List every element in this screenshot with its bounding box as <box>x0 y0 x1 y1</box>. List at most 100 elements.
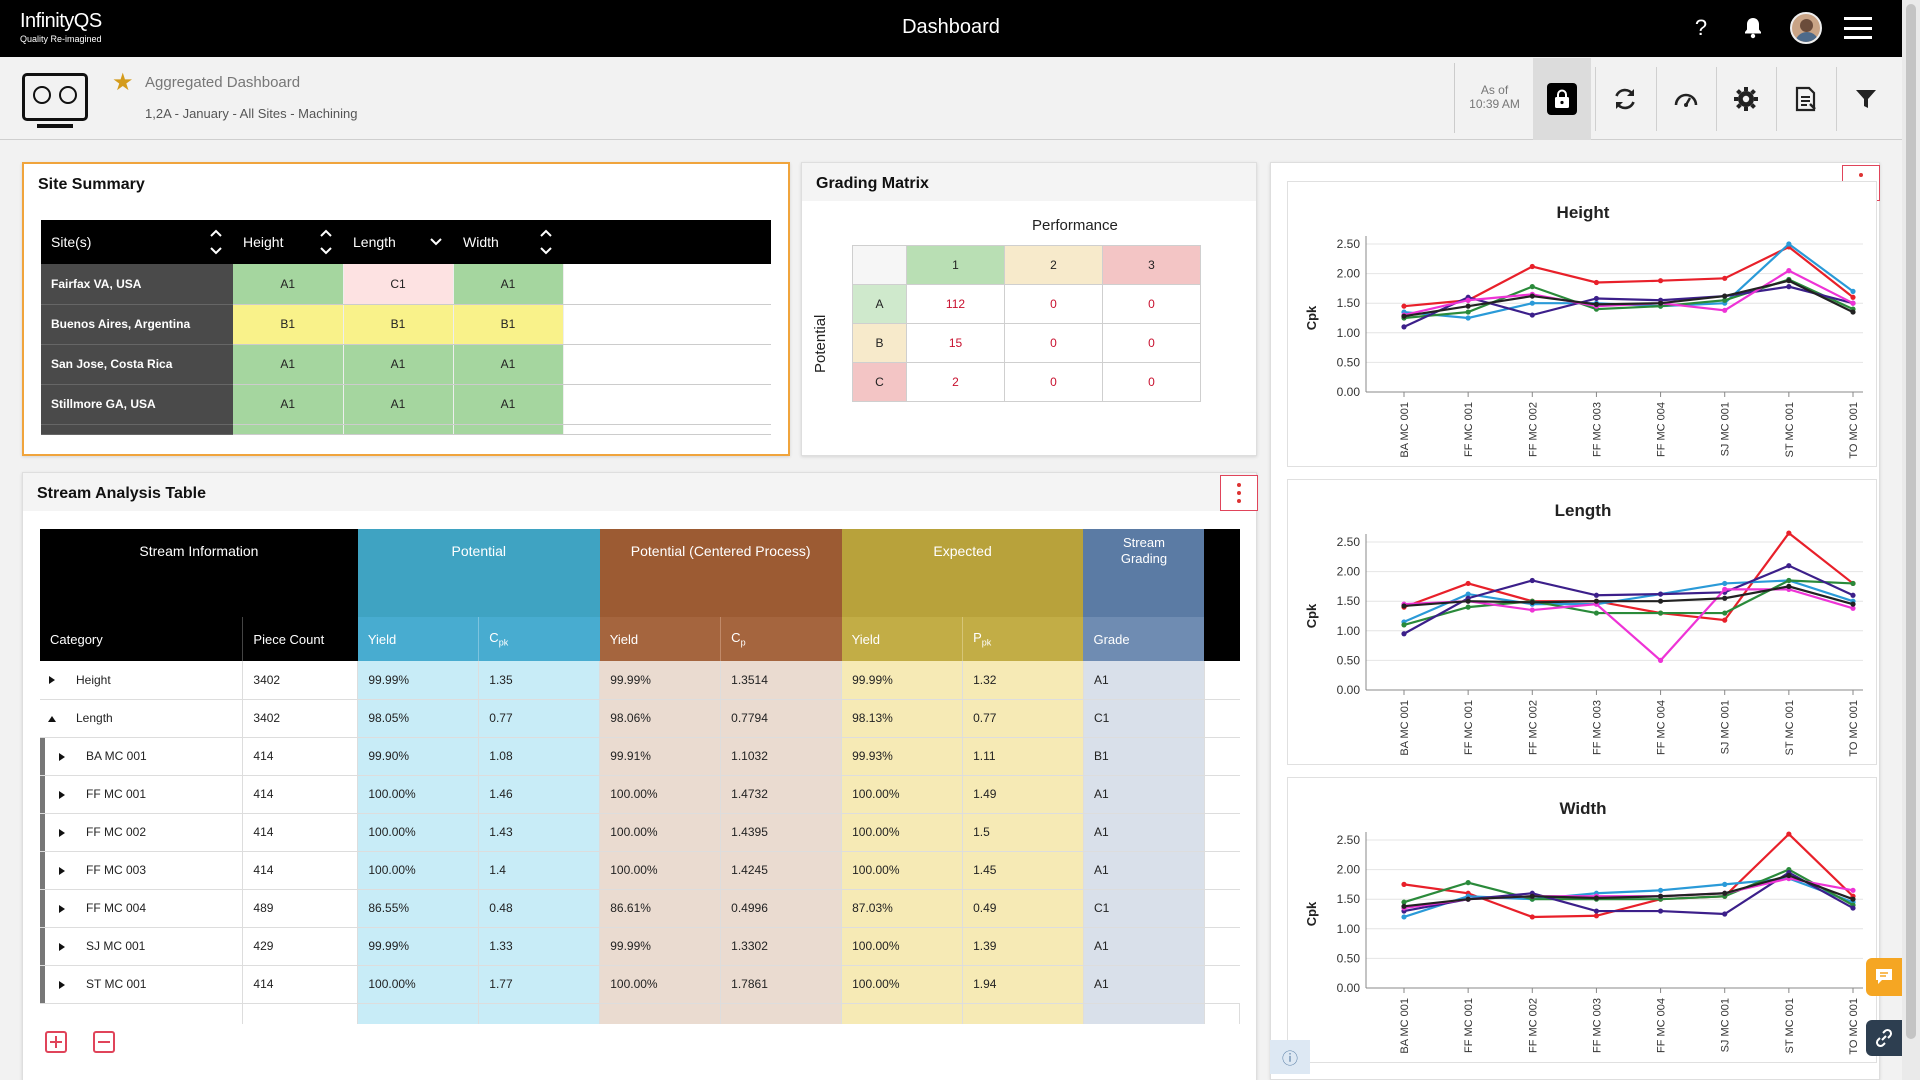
data-point[interactable] <box>1722 586 1728 592</box>
table-row[interactable]: ST MC 001 414 100.00% 1.77 100.00% 1.7861 100.… <box>40 965 1240 1004</box>
site-name[interactable]: Buenos Aires, Argentina <box>41 304 233 345</box>
data-point[interactable] <box>1529 577 1535 584</box>
expand-arrow-icon[interactable] <box>58 752 66 761</box>
data-point[interactable] <box>1465 591 1471 597</box>
data-point[interactable] <box>1465 604 1471 610</box>
data-point[interactable] <box>1529 914 1535 920</box>
data-point[interactable] <box>1786 268 1792 274</box>
expand-all-icon[interactable] <box>45 1031 67 1053</box>
data-point[interactable] <box>1850 309 1856 315</box>
data-point[interactable] <box>1722 293 1728 299</box>
settings-gear-icon[interactable] <box>1717 58 1775 140</box>
data-point[interactable] <box>1401 313 1407 319</box>
data-point[interactable] <box>1529 300 1535 306</box>
data-point[interactable] <box>1465 315 1471 321</box>
data-point[interactable] <box>1465 297 1471 303</box>
data-point[interactable] <box>1657 591 1664 597</box>
column-header-width[interactable]: Width <box>453 220 563 264</box>
data-point[interactable] <box>1529 293 1535 299</box>
data-point[interactable] <box>1593 592 1600 598</box>
data-point[interactable] <box>1465 309 1471 315</box>
site-row[interactable]: Buenos Aires, Argentina B1 B1 B1 <box>41 304 771 345</box>
logo[interactable]: InfinityQS Quality Re-imagined <box>20 10 102 44</box>
category-cell[interactable]: FF MC 002 <box>40 813 244 852</box>
table-row[interactable]: Height 3402 99.99% 1.35 99.99% 1.3514 99.99% 1.… <box>40 661 1240 700</box>
lock-button[interactable] <box>1533 58 1591 140</box>
expand-arrow-icon[interactable] <box>58 980 66 989</box>
filter-icon[interactable] <box>1837 58 1895 140</box>
site-grade-cell[interactable]: A1 <box>453 384 564 425</box>
data-point[interactable] <box>1529 263 1535 270</box>
data-point[interactable] <box>1401 899 1407 905</box>
data-point[interactable] <box>1722 610 1728 616</box>
data-point[interactable] <box>1850 288 1856 294</box>
chevron-down-icon[interactable] <box>429 226 443 258</box>
column-header-length[interactable]: Length <box>343 220 453 264</box>
data-point[interactable] <box>1850 592 1856 598</box>
data-point[interactable] <box>1593 895 1600 901</box>
height-chart[interactable]: Height Cpk 0.00 0.50 1.00 1.50 2.00 2.50 BA MC 0… <box>1288 182 1878 468</box>
site-grade-cell[interactable]: A1 <box>233 264 344 305</box>
favorite-star-icon[interactable]: ★ <box>112 69 134 96</box>
site-grade-cell[interactable]: B1 <box>343 304 454 345</box>
bell-icon[interactable] <box>1738 13 1768 43</box>
category-cell[interactable]: FF MC 004 <box>40 889 244 928</box>
data-point[interactable] <box>1401 622 1407 628</box>
data-point[interactable] <box>1657 908 1664 914</box>
data-point[interactable] <box>1657 657 1664 663</box>
site-name[interactable]: Stillmore GA, USA <box>41 384 233 425</box>
expand-arrow-icon[interactable] <box>58 828 66 837</box>
matrix-cell[interactable]: 2 <box>906 362 1005 402</box>
link-icon[interactable] <box>1866 1020 1902 1056</box>
data-point[interactable] <box>1657 610 1664 616</box>
series-line[interactable] <box>1403 279 1854 318</box>
column-cp[interactable]: Cp <box>720 617 842 661</box>
series-line[interactable] <box>1403 585 1854 608</box>
site-grade-cell[interactable]: A1 <box>343 384 454 425</box>
data-point[interactable] <box>1401 881 1407 887</box>
data-point[interactable] <box>1401 903 1407 909</box>
site-name[interactable]: San Jose, Costa Rica <box>41 344 233 385</box>
matrix-cell[interactable]: 0 <box>1102 323 1201 363</box>
expand-arrow-icon[interactable] <box>58 904 66 913</box>
sort-up-down-icon[interactable] <box>319 226 333 258</box>
site-row[interactable]: Stillmore GA, USA A1 A1 A1 <box>41 384 771 425</box>
table-row[interactable]: SJ MC 001 429 99.99% 1.33 99.99% 1.3302 100.00… <box>40 927 1240 966</box>
sort-up-down-icon[interactable] <box>209 226 223 258</box>
data-point[interactable] <box>1593 908 1600 914</box>
site-grade-cell[interactable]: C1 <box>343 264 454 305</box>
table-row[interactable]: FF MC 001 414 100.00% 1.46 100.00% 1.4732 100.… <box>40 775 1240 814</box>
data-point[interactable] <box>1786 872 1792 879</box>
data-point[interactable] <box>1529 607 1535 613</box>
data-point[interactable] <box>1401 303 1407 309</box>
column-piece-count[interactable]: Piece Count <box>242 617 358 661</box>
column-category[interactable]: Category <box>40 617 243 661</box>
data-point[interactable] <box>1786 278 1792 284</box>
series-line[interactable] <box>1403 245 1854 308</box>
table-row[interactable]: FF MC 004 489 86.55% 0.48 86.61% 0.4996 87.03%… <box>40 889 1240 928</box>
menu-icon[interactable] <box>1844 17 1872 39</box>
matrix-cell[interactable]: 0 <box>1004 284 1103 324</box>
table-row[interactable]: BA MC 001 414 99.90% 1.08 99.91% 1.1032 99.93%… <box>40 737 1240 776</box>
matrix-cell[interactable]: 0 <box>1102 284 1201 324</box>
column-expected-yield[interactable]: Yield <box>841 617 963 661</box>
sort-up-down-icon[interactable] <box>539 226 553 258</box>
expand-arrow-icon[interactable] <box>58 942 66 951</box>
site-grade-cell[interactable]: A1 <box>453 264 564 305</box>
data-point[interactable] <box>1657 300 1664 306</box>
category-cell[interactable]: BA MC 001 <box>40 737 244 776</box>
series-line[interactable] <box>1403 531 1854 622</box>
data-point[interactable] <box>1722 580 1728 587</box>
data-point[interactable] <box>1401 631 1407 637</box>
data-point[interactable] <box>1529 599 1535 605</box>
table-row[interactable]: FF MC 002 414 100.00% 1.43 100.00% 1.4395 100.… <box>40 813 1240 852</box>
data-point[interactable] <box>1850 601 1856 607</box>
data-point[interactable] <box>1593 598 1600 604</box>
site-grade-cell[interactable]: A1 <box>233 344 344 385</box>
data-point[interactable] <box>1722 275 1728 281</box>
matrix-cell[interactable]: 0 <box>1102 362 1201 402</box>
data-point[interactable] <box>1593 295 1600 302</box>
data-point[interactable] <box>1786 530 1792 536</box>
series-line[interactable] <box>1403 564 1854 635</box>
data-point[interactable] <box>1529 284 1535 290</box>
